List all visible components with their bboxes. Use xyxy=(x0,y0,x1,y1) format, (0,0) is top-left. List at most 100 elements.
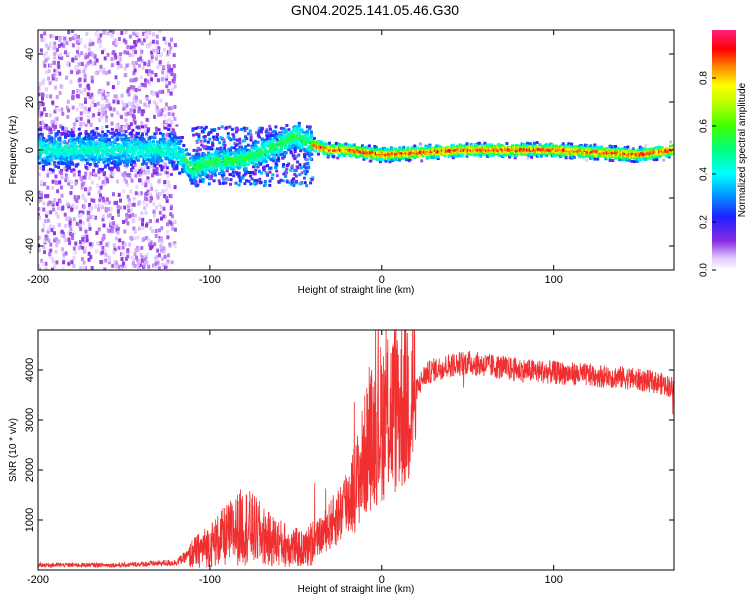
spectrogram-cell xyxy=(103,181,107,186)
spectrogram-cell xyxy=(54,121,58,126)
spectrogram-cell xyxy=(140,211,144,216)
spectrogram-cell xyxy=(164,188,168,193)
spectrogram-cell xyxy=(405,158,408,162)
spectrogram-cell xyxy=(402,145,406,149)
spectrogram-cell xyxy=(279,126,283,130)
spectrogram-cell xyxy=(111,30,115,34)
spectrogram-cell xyxy=(120,115,123,120)
spectrogram-cell xyxy=(79,116,83,121)
spectrogram-cell xyxy=(169,150,173,153)
spectrogram-cell xyxy=(164,264,168,269)
spectrogram-cell xyxy=(240,156,243,160)
spectrogram-cell xyxy=(70,233,74,237)
spectrogram-cell xyxy=(141,171,145,176)
spectrogram-cell xyxy=(283,155,286,159)
spectrogram-cell xyxy=(161,262,165,267)
spectrogram-cell xyxy=(43,176,47,180)
spectrogram-cell xyxy=(38,106,40,111)
spectrogram-cell xyxy=(61,161,65,165)
spectrogram-cell xyxy=(107,200,111,205)
spectrogram-cell xyxy=(38,263,41,268)
spectrogram-cell xyxy=(249,133,253,137)
spectrogram-cell xyxy=(143,206,147,210)
spectrogram-cell xyxy=(126,248,130,253)
spectrogram-cell xyxy=(116,153,120,157)
spectrogram-cell xyxy=(77,195,81,200)
spectrogram-cell xyxy=(167,128,171,132)
spectrogram-cell xyxy=(42,244,46,249)
spectrogram-cell xyxy=(128,53,132,58)
spectrogram-cell xyxy=(133,168,137,173)
spectrogram-cell xyxy=(389,146,393,150)
spectrogram-cell xyxy=(195,141,199,144)
spectrogram-cell xyxy=(63,212,67,217)
spectrogram-cell xyxy=(168,81,171,86)
spectrogram-cell xyxy=(240,127,244,131)
spectrogram-cell xyxy=(67,30,71,35)
spectrogram-cell xyxy=(314,149,318,153)
spectrogram-cell xyxy=(212,153,216,157)
spectrogram-cell xyxy=(171,214,174,219)
spectrogram-cell xyxy=(249,182,253,186)
spectrogram-cell xyxy=(55,69,59,74)
spectrogram-cell xyxy=(146,192,150,196)
spectrogram-cell xyxy=(167,153,171,157)
spectrogram-cell xyxy=(205,147,209,151)
spectrogram-cell xyxy=(89,51,93,56)
spectrogram-cell xyxy=(86,217,90,222)
spectrogram-cell xyxy=(39,121,43,125)
spectrogram-cell xyxy=(297,146,301,150)
spectrogram-cell xyxy=(123,154,127,158)
spectrogram-cell xyxy=(43,238,47,243)
spectrogram-cell xyxy=(222,178,226,182)
spectrogram-cell xyxy=(135,135,139,139)
spectrogram-cell xyxy=(290,146,294,150)
spectrogram-cell xyxy=(62,119,66,123)
spectrogram-cell xyxy=(175,167,179,171)
spectrogram-cell xyxy=(263,155,267,159)
spectrogram-cell xyxy=(210,174,214,178)
spectrogram-cell xyxy=(127,198,131,202)
spectrogram-cell xyxy=(304,136,308,140)
spectrogram-cell xyxy=(127,92,131,97)
spectrogram-cell xyxy=(157,128,161,132)
spectrogram-cell xyxy=(130,163,133,166)
spectrogram-cell xyxy=(68,165,72,169)
spectrogram-cell xyxy=(294,168,298,172)
spectrogram-cell xyxy=(54,237,58,242)
spectrogram-cell xyxy=(42,201,46,206)
spectrogram-cell xyxy=(203,127,207,131)
spectrogram-cell xyxy=(230,146,234,150)
spectrogram-cell xyxy=(204,125,208,129)
spectrogram-cell xyxy=(71,96,75,101)
spectrogram-cell xyxy=(170,67,174,72)
spectrogram-cell xyxy=(145,236,149,241)
spectrogram-cell xyxy=(129,122,133,127)
spectrogram-cell xyxy=(117,37,121,41)
spectrogram-cell xyxy=(88,95,92,99)
spectrogram-cell xyxy=(154,126,158,131)
spectrogram-cell xyxy=(55,95,59,99)
spectrogram-cell xyxy=(52,225,56,230)
spectrogram-cell xyxy=(191,165,195,169)
spectrogram-cell xyxy=(106,157,110,161)
spectrogram-cell xyxy=(294,174,298,178)
spectrogram-cell xyxy=(292,184,296,187)
spectrogram-cell xyxy=(66,62,69,67)
spectrogram-cell xyxy=(141,226,145,230)
spectrogram-cell xyxy=(42,261,46,266)
spectrogram-cell xyxy=(57,64,61,69)
spectrogram-cell xyxy=(48,254,52,259)
spectrogram-cell xyxy=(51,168,55,172)
spectrogram-cell xyxy=(158,156,162,160)
spectrogram-cell xyxy=(219,136,223,140)
spectrogram-heatmap xyxy=(38,30,674,270)
spectrogram-cell xyxy=(268,179,272,183)
spectrogram-cell xyxy=(144,124,148,129)
spectrogram-cell xyxy=(110,127,114,131)
spectrogram-cell xyxy=(77,214,81,219)
spectrogram-cell xyxy=(162,36,166,41)
spectrogram-cell xyxy=(72,264,76,268)
spectrogram-cell xyxy=(158,228,161,233)
spectrogram-cell xyxy=(127,87,131,92)
